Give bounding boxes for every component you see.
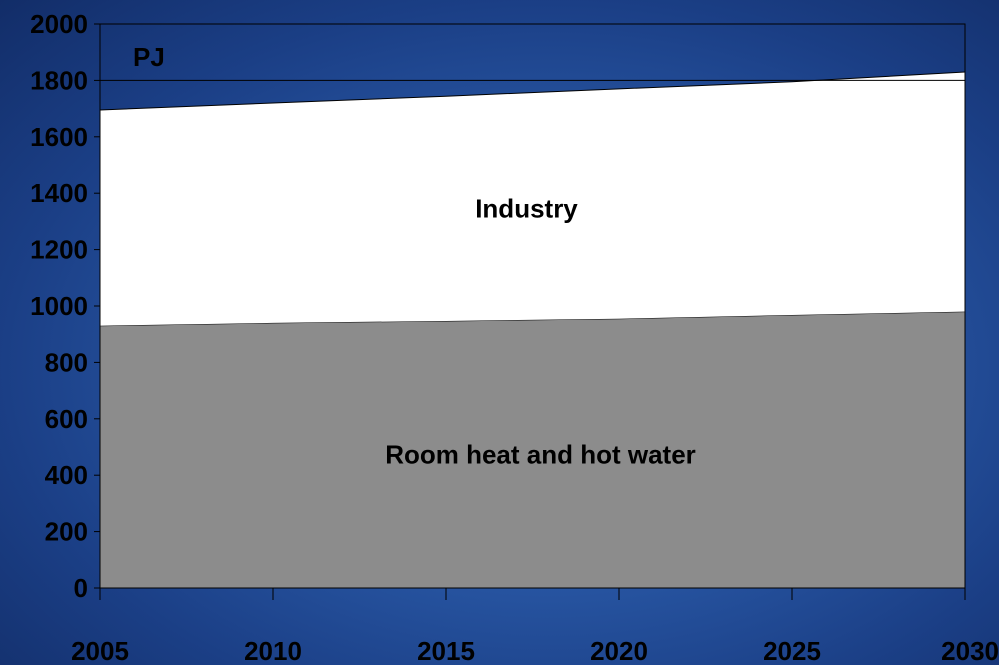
series-label: Room heat and hot water [385,439,696,469]
y-tick-label: 2000 [30,9,88,39]
unit-label: PJ [133,42,165,72]
area-room-heat-and-hot-water [100,311,965,588]
y-tick-label: 800 [45,347,88,377]
x-tick-label: 2020 [590,636,648,665]
axes-layer: 0 200 400 600 800 1000 1200 1400 1600 1800 2000 200… [30,9,999,665]
x-tick-label: 2025 [763,636,821,665]
y-tick-label: 1600 [30,122,88,152]
y-tick-label: 1200 [30,235,88,265]
y-tick-label: 200 [45,517,88,547]
y-tick-label: 1000 [30,291,88,321]
series-label: Industry [475,194,578,224]
y-tick-label: 1400 [30,178,88,208]
area-layer [99,71,966,588]
x-tick-label: 2010 [244,636,302,665]
y-tick-label: 1800 [30,65,88,95]
y-tick-label: 0 [74,573,88,603]
area-industry [100,71,965,326]
label-layer: PJ Room heat and hot water Industry [133,42,696,469]
y-tick-label: 400 [45,460,88,490]
y-tick-label: 600 [45,404,88,434]
x-tick-label: 2030 [941,636,999,665]
x-tick-label: 2005 [71,636,129,665]
x-tick-label: 2015 [417,636,475,665]
